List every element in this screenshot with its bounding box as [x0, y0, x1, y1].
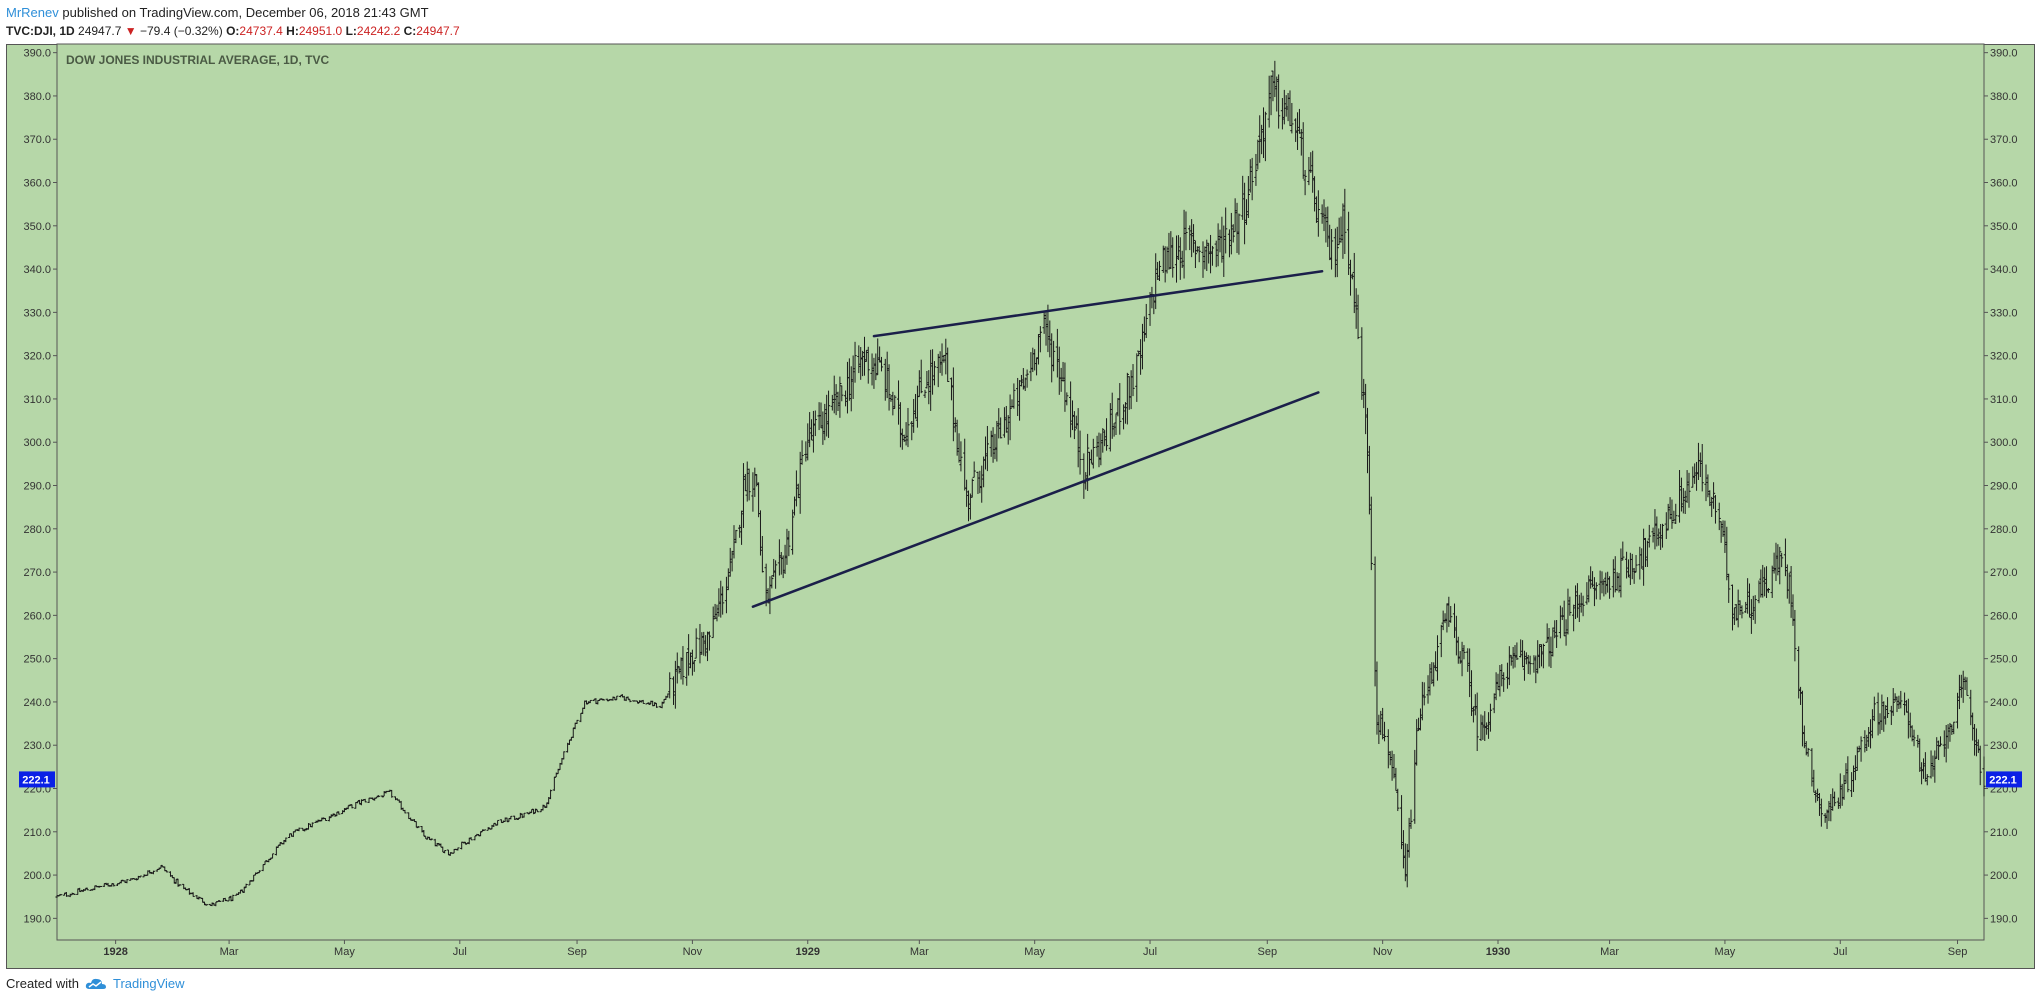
y-tick-label-right: 310.0 [1990, 394, 2018, 406]
x-tick-label: Mar [1600, 946, 1619, 958]
x-tick-label: Jul [1833, 946, 1847, 958]
x-tick-label: Jul [453, 946, 467, 958]
y-tick-label-right: 260.0 [1990, 610, 2018, 622]
y-tick-label-left: 210.0 [23, 827, 51, 839]
y-tick-label-left: 200.0 [23, 870, 51, 882]
y-tick-label-left: 240.0 [23, 697, 51, 709]
author-link[interactable]: MrRenev [6, 5, 59, 20]
y-tick-label-left: 270.0 [23, 567, 51, 579]
x-tick-label: May [1715, 946, 1736, 958]
x-tick-label: 1929 [796, 946, 820, 958]
y-tick-label-right: 350.0 [1990, 221, 2018, 233]
x-tick-label: Sep [567, 946, 587, 958]
change-value: −79.4 (−0.32%) [140, 24, 223, 38]
close-value: 24947.7 [416, 24, 460, 38]
y-tick-label-right: 200.0 [1990, 870, 2018, 882]
last-price: 24947.7 [78, 24, 122, 38]
trendline-1[interactable] [872, 269, 1324, 338]
y-tick-label-right: 370.0 [1990, 134, 2018, 146]
x-tick-label: Mar [220, 946, 239, 958]
published-text: published on TradingView.com, December 0… [62, 5, 429, 20]
ohlc-bars [55, 60, 1986, 907]
x-tick-label: Nov [1373, 946, 1393, 958]
low-label: L: [345, 24, 357, 38]
chart-header: MrRenev published on TradingView.com, De… [6, 4, 460, 40]
last-price-label-left: 222.1 [22, 774, 50, 786]
y-tick-label-right: 280.0 [1990, 524, 2018, 536]
y-tick-label-right: 210.0 [1990, 827, 2018, 839]
chart-title: DOW JONES INDUSTRIAL AVERAGE, 1D, TVC [66, 53, 329, 67]
y-tick-label-left: 390.0 [23, 48, 51, 60]
last-price-tag-right [1986, 771, 2022, 788]
x-tick-label: 1930 [1486, 946, 1510, 958]
y-tick-label-right: 300.0 [1990, 437, 2018, 449]
x-tick-label: May [1024, 946, 1045, 958]
y-tick-label-left: 250.0 [23, 654, 51, 666]
plot-area[interactable] [56, 43, 1985, 941]
y-tick-label-right: 250.0 [1990, 654, 2018, 666]
y-tick-label-right: 390.0 [1990, 48, 2018, 60]
symbol-row: TVC:DJI, 1D 24947.7 ▼ −79.4 (−0.32%) O:2… [6, 22, 460, 40]
last-price-label-right: 222.1 [1989, 774, 2017, 786]
x-tick-label: 1928 [103, 946, 127, 958]
y-tick-label-left: 290.0 [23, 481, 51, 493]
high-value: 24951.0 [298, 24, 343, 38]
footer: Created with TradingView [6, 976, 185, 991]
y-tick-label-left: 190.0 [23, 913, 51, 925]
y-tick-label-right: 330.0 [1990, 307, 2018, 319]
trendline-2[interactable] [751, 391, 1320, 608]
y-tick-label-right: 240.0 [1990, 697, 2018, 709]
y-tick-label-left: 260.0 [23, 610, 51, 622]
low-value: 24242.2 [356, 24, 401, 38]
y-tick-label-left: 300.0 [23, 437, 51, 449]
last-price-tag-left [19, 771, 55, 788]
open-value: 24737.4 [239, 24, 283, 38]
close-label: C: [403, 24, 417, 38]
y-tick-label-left: 230.0 [23, 740, 51, 752]
tradingview-link[interactable]: TradingView [112, 976, 185, 991]
x-tick-label: Nov [683, 946, 703, 958]
y-tick-label-right: 190.0 [1990, 913, 2018, 925]
open-label: O: [226, 24, 240, 38]
symbol-label: TVC:DJI, 1D [6, 24, 75, 38]
y-tick-label-left: 280.0 [23, 524, 51, 536]
y-tick-label-left: 370.0 [23, 134, 51, 146]
y-tick-label-left: 350.0 [23, 221, 51, 233]
x-tick-label: Mar [910, 946, 929, 958]
y-tick-label-right: 230.0 [1990, 740, 2018, 752]
y-tick-label-right: 290.0 [1990, 481, 2018, 493]
created-with-text: Created with [6, 976, 79, 991]
y-tick-label-right: 340.0 [1990, 264, 2018, 276]
y-tick-label-left: 320.0 [23, 351, 51, 363]
y-tick-label-left: 340.0 [23, 264, 51, 276]
y-tick-label-right: 270.0 [1990, 567, 2018, 579]
tradingview-cloud-icon [85, 978, 106, 989]
y-tick-label-left: 310.0 [23, 394, 51, 406]
y-tick-label-left: 360.0 [23, 178, 51, 190]
y-tick-label-right: 380.0 [1990, 91, 2018, 103]
x-tick-label: Jul [1143, 946, 1157, 958]
x-tick-label: May [334, 946, 355, 958]
y-tick-label-left: 380.0 [23, 91, 51, 103]
y-tick-label-left: 330.0 [23, 307, 51, 319]
down-arrow-icon: ▼ [124, 24, 137, 38]
y-tick-label-right: 360.0 [1990, 178, 2018, 190]
high-label: H: [286, 24, 299, 38]
x-tick-label: Sep [1257, 946, 1277, 958]
y-tick-label-right: 320.0 [1990, 351, 2018, 363]
x-tick-label: Sep [1948, 946, 1968, 958]
